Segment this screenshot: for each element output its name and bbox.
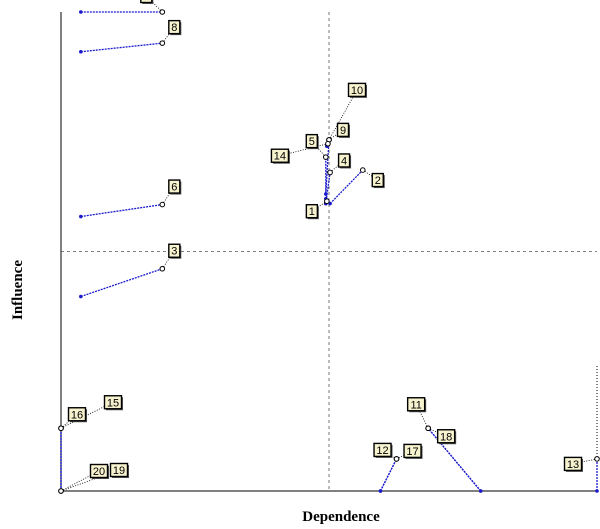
label-box-1 [305,204,319,219]
label-text-1: 1 [309,206,315,218]
label-box-8 [168,19,181,35]
label-box-6 [168,179,181,194]
label-box-20 [89,463,109,479]
label-text-17: 17 [406,446,418,458]
leader-14 [279,143,329,157]
trail-8 [80,42,163,53]
label-box-9 [336,122,350,138]
point-1 [324,198,330,205]
trail-17 [379,458,398,492]
trail-4 [325,172,331,204]
trail-start-13 [595,489,599,493]
label-box-5 [305,133,318,149]
label-text-2: 2 [375,175,381,187]
label-text-5: 5 [309,136,315,148]
label-text-10: 10 [351,85,363,97]
point-13 [594,456,600,462]
label-text-3: 3 [171,246,177,258]
point-20 [58,488,64,494]
label-text-6: 6 [171,182,177,194]
label-box-15 [103,395,123,410]
label-text-20: 20 [93,466,105,478]
point-4 [327,169,333,176]
trail-start-7 [79,10,83,14]
label-text-19: 19 [113,465,125,477]
x-axis-title: Dependence [302,509,380,525]
quadrant-dividers [61,12,597,491]
label-box-19 [109,462,129,478]
label-box-11 [406,397,426,412]
label-box-16 [67,407,87,422]
leader-9 [328,129,344,141]
label-text-14: 14 [274,151,286,163]
trail-start-17 [378,489,383,493]
leader-17 [396,450,413,460]
label-text-18: 18 [440,431,452,443]
label-text-15: 15 [107,397,119,409]
trail-3 [80,268,163,298]
trail-start-6 [79,214,83,219]
leader-8 [161,26,175,44]
point-16 [58,425,64,432]
label-box-12 [373,442,392,458]
point-14 [325,140,331,147]
point-8 [159,40,166,46]
label-box-13 [563,456,583,472]
trail-6 [80,203,163,218]
label-text-12: 12 [376,445,388,457]
point-3 [159,265,166,272]
leader-18 [427,427,447,437]
label-box-10 [347,82,367,98]
y-axis-title: Influence [10,260,26,320]
point-7 [159,9,166,15]
label-text-16: 16 [71,409,83,421]
trail-start-18 [478,489,483,493]
trail-start-8 [79,49,83,54]
label-box-7 [140,0,153,4]
label-box-2 [371,172,384,188]
point-2 [359,167,366,173]
leader-10 [328,89,358,141]
trail-start-3 [79,294,83,299]
point-labels: 1234567891011121314151617181920 [67,0,583,479]
leader-11 [415,404,429,429]
label-box-17 [403,443,422,459]
label-text-13: 13 [567,459,579,471]
label-text-7: 7 [143,0,149,3]
label-box-4 [337,153,351,168]
point-markers [58,9,600,494]
label-box-14 [270,148,290,163]
point-5 [322,154,329,160]
point-18 [425,425,431,432]
trail-9 [325,139,330,195]
label-text-9: 9 [340,125,346,137]
label-text-8: 8 [171,22,177,34]
trail-start-9 [323,192,328,196]
trail-18 [427,427,482,492]
point-6 [159,201,166,208]
leader-19 [60,469,120,492]
label-text-11: 11 [410,399,421,411]
label-text-4: 4 [341,155,347,167]
trail-2 [329,169,364,205]
point-17 [393,456,400,462]
label-box-3 [168,243,181,258]
label-box-18 [436,429,456,444]
